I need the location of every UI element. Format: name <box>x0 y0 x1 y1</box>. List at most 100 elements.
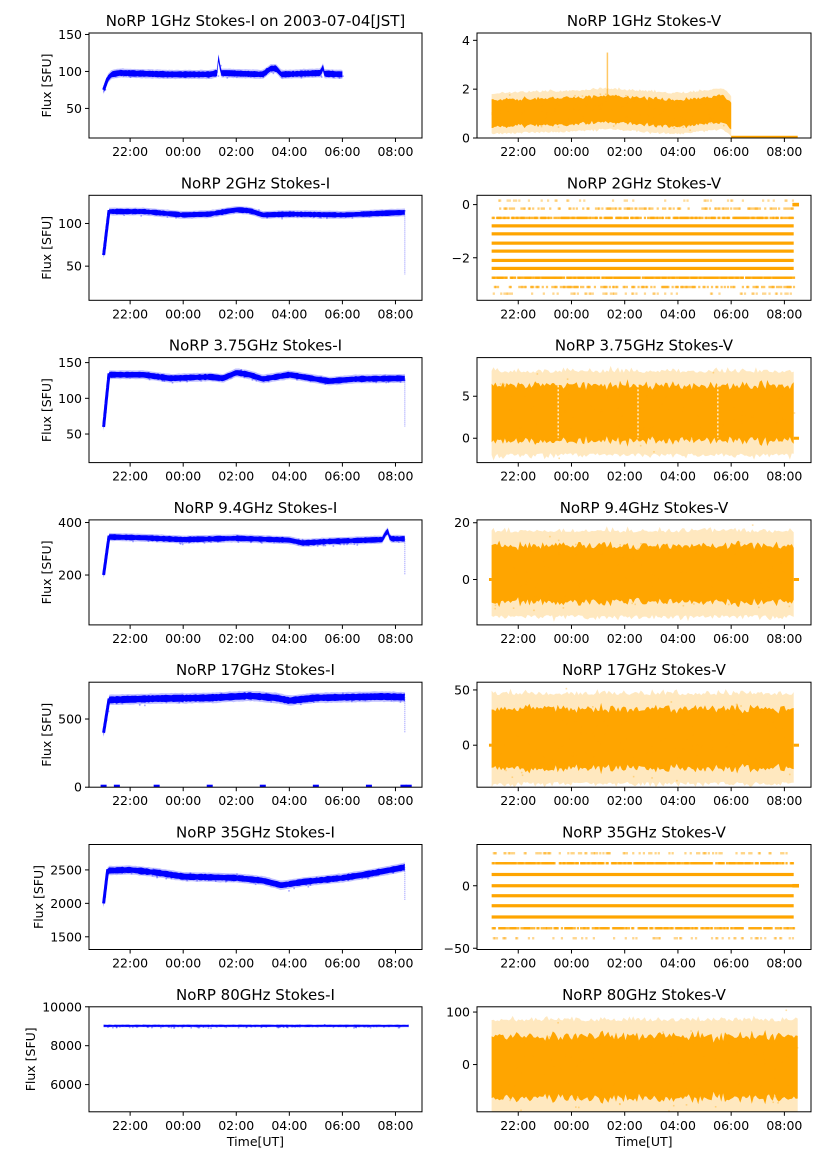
point <box>558 852 561 855</box>
point <box>555 216 558 220</box>
point <box>284 698 286 701</box>
point <box>404 210 406 212</box>
point <box>192 70 195 73</box>
point <box>492 937 495 940</box>
point <box>182 539 185 542</box>
point <box>114 75 117 78</box>
point <box>510 409 513 412</box>
point <box>399 1025 401 1028</box>
point <box>705 216 708 220</box>
point <box>680 116 683 119</box>
point <box>584 927 587 930</box>
point <box>740 705 742 707</box>
point <box>297 541 299 543</box>
point <box>311 72 314 75</box>
point <box>581 593 584 595</box>
plot-area <box>102 368 406 432</box>
point <box>657 578 659 581</box>
point <box>665 216 668 220</box>
x-tick-label: 06:00 <box>324 144 360 159</box>
point <box>505 410 508 413</box>
point <box>570 292 573 295</box>
point <box>703 285 706 289</box>
point <box>678 207 682 210</box>
point <box>330 213 333 215</box>
point <box>705 390 708 393</box>
point <box>167 539 170 542</box>
point <box>207 375 210 378</box>
point <box>106 1026 109 1028</box>
point <box>781 1060 783 1063</box>
point <box>709 199 713 202</box>
point <box>714 112 716 115</box>
point <box>727 216 731 220</box>
point <box>203 1025 205 1028</box>
point <box>377 1024 380 1027</box>
x-tick-label: 02:00 <box>218 956 254 971</box>
y-tick-label: 100 <box>58 64 82 79</box>
y-tick-label: 2000 <box>50 896 82 911</box>
point <box>584 852 587 855</box>
point <box>721 937 724 940</box>
point <box>643 862 647 865</box>
point <box>665 276 668 279</box>
point <box>568 550 570 553</box>
point <box>170 699 173 702</box>
rise-trace <box>102 373 113 428</box>
point <box>572 852 575 855</box>
point <box>511 276 515 279</box>
point <box>216 71 218 73</box>
point <box>254 883 257 886</box>
point <box>748 562 751 565</box>
point <box>120 375 123 377</box>
point <box>271 67 273 69</box>
point <box>696 927 699 930</box>
point <box>690 424 693 426</box>
point <box>720 927 723 930</box>
point <box>764 1063 767 1065</box>
point <box>498 117 501 120</box>
point <box>294 698 296 701</box>
point <box>240 535 243 538</box>
point <box>672 207 675 210</box>
point <box>377 873 380 876</box>
point <box>131 695 133 698</box>
point <box>785 862 788 865</box>
point <box>574 553 577 556</box>
point <box>787 207 790 210</box>
point <box>717 276 720 279</box>
point <box>770 927 773 930</box>
point <box>395 537 397 540</box>
point <box>256 879 258 881</box>
point <box>503 383 506 386</box>
point <box>660 402 663 405</box>
point <box>140 701 143 704</box>
subplot-norp-9-4ghz-stokes-i: 22:00 00:00 02:00 04:00 06:00 08:00200400NoRP… <box>39 499 423 646</box>
x-tick-label: 08:00 <box>377 144 413 159</box>
point <box>174 698 177 701</box>
point <box>646 395 649 398</box>
plot-area <box>491 52 798 138</box>
point <box>372 1025 375 1028</box>
point <box>262 879 265 882</box>
point <box>764 1046 767 1049</box>
point <box>304 699 307 702</box>
point <box>314 697 316 699</box>
point <box>278 1026 280 1029</box>
point <box>315 70 318 72</box>
point <box>597 927 600 930</box>
point <box>682 114 684 116</box>
point <box>515 572 518 575</box>
point <box>544 100 546 102</box>
point <box>656 207 659 210</box>
point <box>557 395 560 397</box>
point <box>492 852 495 855</box>
point <box>341 378 343 381</box>
point <box>194 537 196 539</box>
point <box>752 285 755 289</box>
point <box>629 426 632 429</box>
x-tick-label: 00:00 <box>165 144 201 159</box>
point <box>227 538 230 540</box>
point <box>647 216 650 220</box>
